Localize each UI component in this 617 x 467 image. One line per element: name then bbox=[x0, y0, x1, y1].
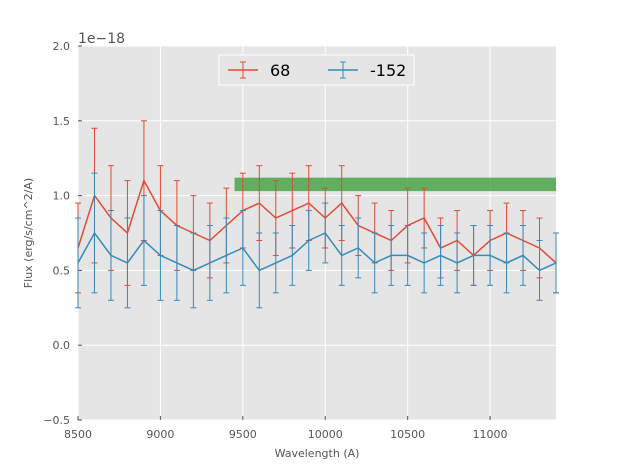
y-tick-label: 1.5 bbox=[53, 115, 71, 128]
series-layer bbox=[75, 120, 559, 309]
legend-item: -152 bbox=[328, 61, 406, 80]
x-tick-label: 10500 bbox=[390, 428, 425, 441]
x-ticks: 8500 9000 9500 10000 10500 11000 bbox=[64, 416, 508, 441]
y-tick-label: −0.5 bbox=[43, 414, 70, 427]
series-1 bbox=[75, 172, 559, 309]
y-tick-label: 0.5 bbox=[53, 264, 71, 277]
x-axis-label: Wavelength (A) bbox=[275, 447, 360, 460]
plot-area bbox=[78, 46, 556, 420]
x-tick-label: 8500 bbox=[64, 428, 92, 441]
x-tick-label: 11000 bbox=[473, 428, 508, 441]
legend-label: -152 bbox=[370, 61, 406, 80]
band-layer bbox=[234, 177, 556, 192]
x-tick-label: 9500 bbox=[229, 428, 257, 441]
legend-item: 68 bbox=[228, 61, 290, 80]
y-offset-label: 1e−18 bbox=[78, 31, 125, 47]
legend: 68 -152 bbox=[218, 54, 415, 86]
highlight-band bbox=[234, 177, 556, 192]
series-line bbox=[77, 231, 557, 272]
y-ticks: −0.5 0.0 0.5 1.0 1.5 2.0 bbox=[43, 40, 82, 427]
y-axis-label: Flux (erg/s/cm^2/A) bbox=[22, 178, 35, 288]
y-tick-label: 2.0 bbox=[53, 40, 71, 53]
y-tick-label: 0.0 bbox=[53, 339, 71, 352]
legend-label: 68 bbox=[270, 61, 290, 80]
x-tick-label: 9000 bbox=[146, 428, 174, 441]
x-tick-label: 10000 bbox=[308, 428, 343, 441]
series-line bbox=[77, 178, 557, 264]
y-tick-label: 1.0 bbox=[53, 190, 71, 203]
